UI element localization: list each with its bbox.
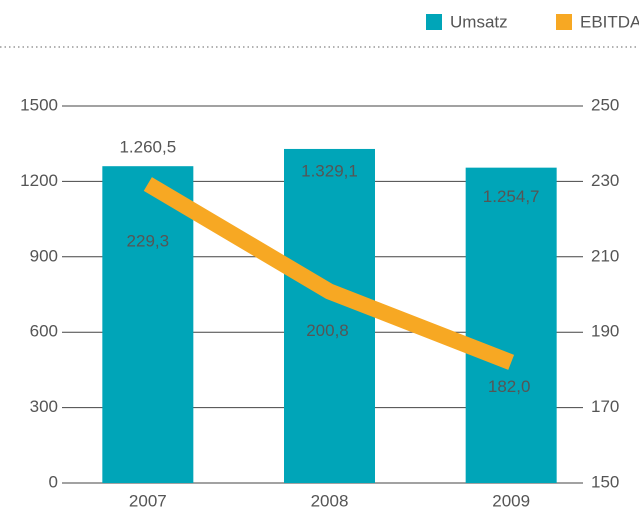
y2-tick-label: 250 (591, 95, 619, 114)
x-tick-label: 2008 (311, 491, 349, 510)
y2-tick-label: 210 (591, 246, 619, 265)
value-label: 182,0 (488, 377, 531, 396)
x-tick-label: 2009 (492, 491, 530, 510)
value-label: 229,3 (127, 232, 170, 251)
bar (465, 167, 557, 483)
x-tick-label: 2007 (129, 491, 167, 510)
y2-tick-label: 150 (591, 472, 619, 491)
legend-label: EBITDA (580, 12, 639, 31)
value-label: 1.254,7 (483, 187, 540, 206)
bar (284, 148, 375, 483)
y-tick-label: 1500 (20, 95, 58, 114)
legend-swatch (556, 14, 572, 30)
bar (102, 166, 194, 483)
y-tick-label: 900 (30, 246, 58, 265)
legend-swatch (426, 14, 442, 30)
y-tick-label: 600 (30, 322, 58, 341)
y2-tick-label: 230 (591, 171, 619, 190)
y-tick-label: 300 (30, 397, 58, 416)
legend-label: Umsatz (450, 12, 508, 31)
value-label: 200,8 (306, 321, 349, 340)
value-label: 1.260,5 (119, 138, 176, 157)
line (143, 177, 515, 370)
y-tick-label: 0 (49, 472, 58, 491)
y2-tick-label: 190 (591, 322, 619, 341)
y2-tick-label: 170 (591, 397, 619, 416)
value-label: 1.329,1 (301, 161, 358, 180)
y-tick-label: 1200 (20, 171, 58, 190)
